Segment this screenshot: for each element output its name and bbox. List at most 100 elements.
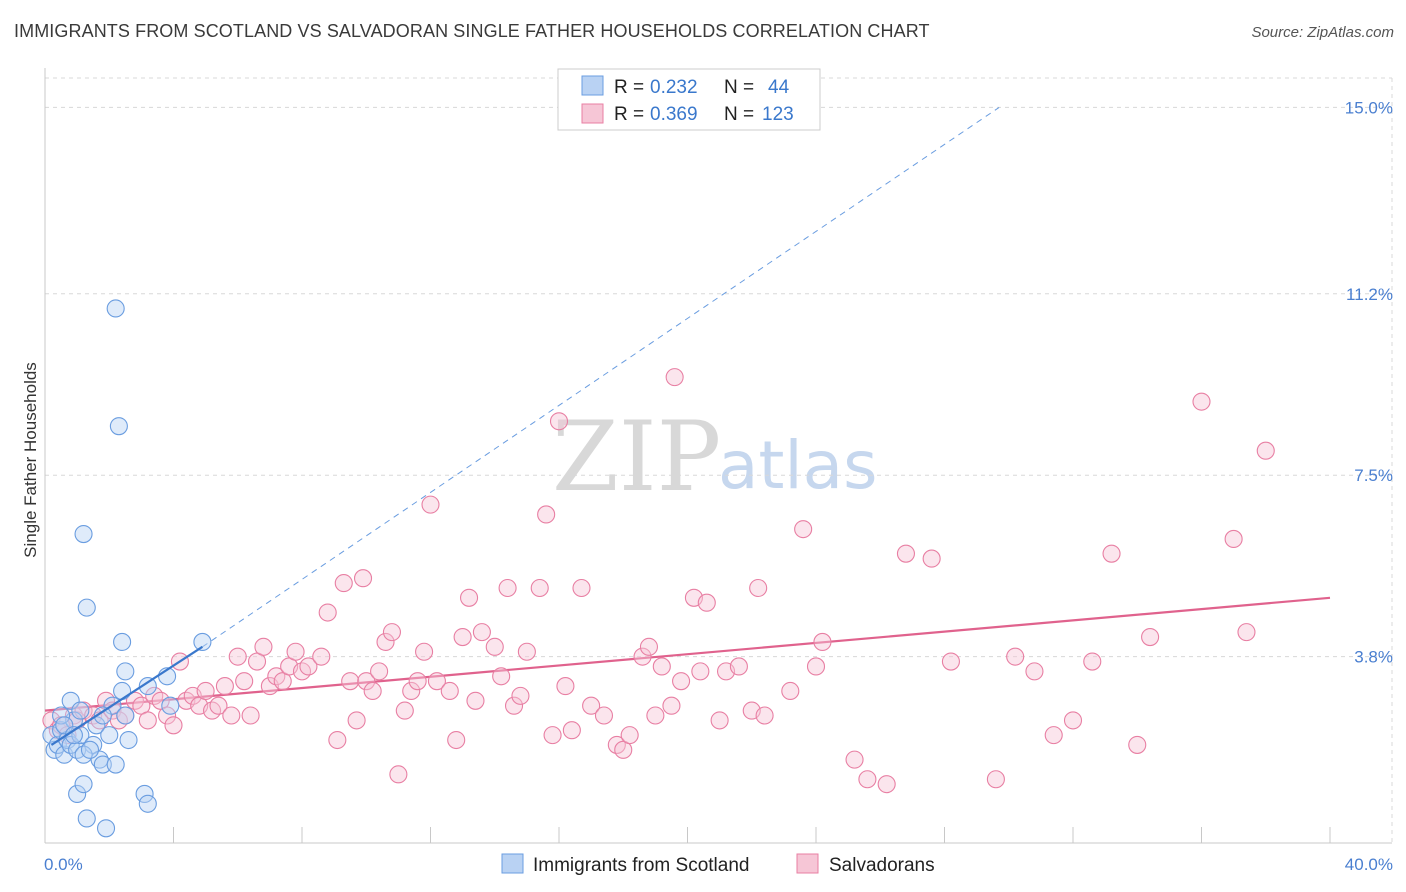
point-salvadorans [543, 726, 562, 745]
point-salvadorans [813, 632, 832, 651]
point-salvadorans [749, 578, 768, 598]
point-salvadorans [312, 647, 331, 666]
point-salvadorans [517, 642, 536, 661]
point-salvadorans [1083, 652, 1102, 671]
point-salvadorans [334, 574, 353, 593]
point-salvadorans [697, 593, 716, 612]
point-salvadorans [896, 544, 916, 563]
point-salvadorans [196, 681, 215, 701]
point-salvadorans [665, 368, 684, 387]
point-salvadorans [408, 672, 427, 691]
point-scotland [77, 809, 96, 828]
chart-title: IMMIGRANTS FROM SCOTLAND VS SALVADORAN S… [14, 21, 930, 41]
point-salvadorans [158, 706, 177, 725]
point-salvadorans [986, 770, 1005, 789]
point-salvadorans [781, 681, 800, 701]
point-scotland [113, 681, 132, 701]
point-scotland [116, 706, 135, 725]
point-salvadorans [511, 686, 530, 705]
point-scotland [74, 525, 93, 544]
point-salvadorans [1141, 627, 1160, 647]
y-tick-label: 11.2% [1346, 285, 1393, 304]
point-salvadorans [415, 642, 434, 661]
point-salvadorans [755, 706, 774, 725]
point-salvadorans [138, 711, 157, 730]
bottom-legend-swatch-salvadorans [796, 853, 819, 874]
point-scotland [71, 701, 90, 720]
point-scotland [106, 299, 125, 318]
point-salvadorans [572, 578, 591, 598]
point-salvadorans [485, 637, 504, 656]
point-salvadorans [858, 770, 877, 789]
point-salvadorans [492, 667, 511, 686]
point-salvadorans [877, 775, 896, 794]
legend-r-value-1: 0.232 [650, 77, 698, 98]
point-scotland [106, 755, 125, 774]
point-scotland [113, 632, 132, 651]
bottom-legend: Immigrants from Scotland Salvadorans [501, 853, 935, 876]
series-scotland [42, 299, 212, 838]
point-salvadorans [672, 672, 691, 691]
point-salvadorans [347, 711, 366, 730]
point-salvadorans [459, 588, 479, 607]
point-salvadorans [328, 730, 347, 750]
point-scotland [119, 730, 138, 750]
legend-swatch-salvadorans [581, 103, 604, 124]
point-salvadorans [582, 696, 601, 715]
point-salvadorans [1006, 647, 1025, 666]
point-salvadorans [633, 647, 652, 666]
point-scotland [109, 417, 128, 436]
legend-r-value-2: 0.369 [650, 104, 698, 125]
point-salvadorans [389, 765, 408, 784]
trend-lines [44, 107, 1331, 712]
point-scotland [55, 716, 74, 735]
point-scotland [93, 755, 112, 774]
bottom-legend-label-scotland: Immigrants from Scotland [533, 855, 749, 876]
trend-line-scotland [50, 645, 204, 746]
axes [44, 68, 1392, 844]
x-tick-label: 40.0% [1345, 855, 1393, 874]
point-scotland [52, 706, 71, 725]
point-scotland [80, 740, 100, 759]
trend-line-scotland-extended [202, 107, 1000, 648]
point-salvadorans [395, 701, 414, 720]
point-salvadorans [639, 637, 659, 656]
point-salvadorans [164, 716, 183, 735]
point-scotland [193, 632, 212, 651]
point-scotland [77, 598, 96, 617]
point-salvadorans [421, 495, 440, 514]
point-salvadorans [1256, 441, 1275, 460]
point-salvadorans [427, 672, 446, 691]
y-tick-label: 15.0% [1345, 98, 1393, 117]
legend: R = 0.232 N = 44 R = 0.369 N = 123 [557, 68, 821, 131]
point-salvadorans [594, 706, 614, 725]
point-salvadorans [447, 730, 466, 750]
point-salvadorans [646, 706, 665, 725]
point-salvadorans [318, 603, 337, 622]
legend-n-label-1: N = [724, 77, 754, 98]
point-salvadorans [549, 412, 569, 431]
point-salvadorans [620, 726, 639, 745]
point-salvadorans [222, 706, 241, 725]
point-salvadorans [922, 549, 941, 568]
point-salvadorans [341, 672, 360, 691]
point-salvadorans [691, 662, 710, 681]
point-salvadorans [1044, 726, 1063, 745]
source-label: Source: ZipAtlas.com [1251, 24, 1394, 41]
point-salvadorans [382, 623, 402, 642]
point-salvadorans [1128, 735, 1147, 754]
point-salvadorans [402, 681, 421, 701]
point-salvadorans [353, 569, 373, 588]
y-tick-label: 3.8% [1354, 648, 1393, 667]
point-salvadorans [556, 677, 575, 696]
y-axis-label: Single Father Households [21, 362, 40, 558]
point-salvadorans [729, 657, 748, 676]
point-salvadorans [662, 696, 681, 715]
watermark-atlas: atlas [718, 427, 878, 504]
point-scotland [135, 784, 154, 804]
point-salvadorans [453, 627, 472, 647]
point-salvadorans [845, 750, 864, 769]
point-salvadorans [1192, 392, 1211, 411]
point-salvadorans [472, 623, 491, 642]
